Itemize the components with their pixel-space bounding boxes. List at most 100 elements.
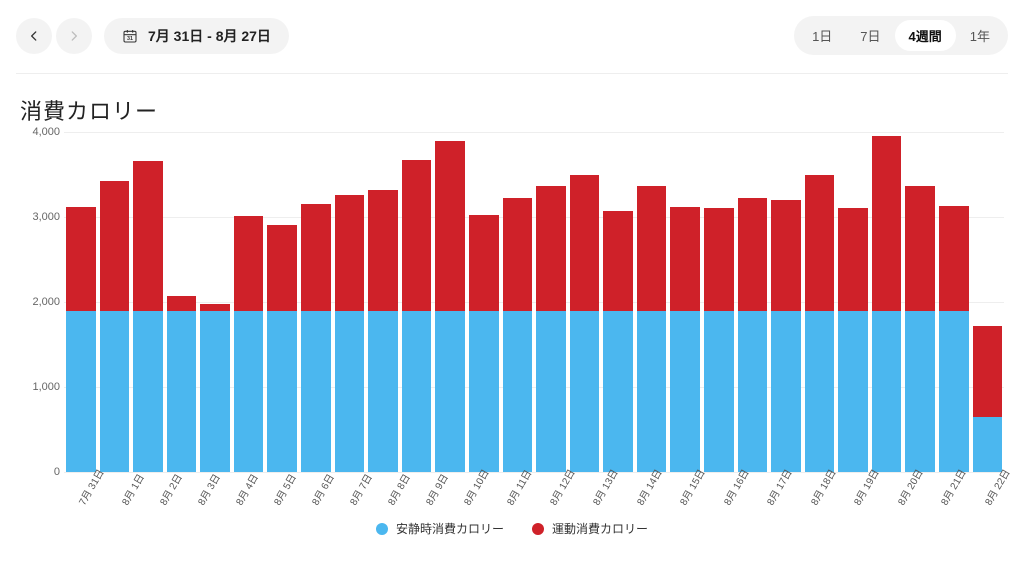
toolbar: 31 7月 31日 - 8月 27日 1日7日4週間1年 — [16, 16, 1008, 55]
bar[interactable] — [234, 132, 264, 472]
bar-segment-rest — [402, 311, 432, 473]
y-tick-label: 1,000 — [20, 381, 60, 393]
bar[interactable] — [368, 132, 398, 472]
bar-segment-active — [872, 136, 902, 310]
y-tick-label: 0 — [20, 466, 60, 478]
bar[interactable] — [872, 132, 902, 472]
x-tick-label: 8月 9日 — [421, 471, 447, 505]
bar[interactable] — [100, 132, 130, 472]
range-option[interactable]: 1日 — [798, 20, 846, 51]
bar[interactable] — [771, 132, 801, 472]
bar[interactable] — [838, 132, 868, 472]
bar-segment-active — [301, 204, 331, 310]
bar-segment-rest — [939, 311, 969, 473]
bar[interactable] — [301, 132, 331, 472]
bar[interactable] — [536, 132, 566, 472]
bar[interactable] — [905, 132, 935, 472]
legend-swatch — [376, 523, 388, 535]
bar-segment-rest — [570, 311, 600, 473]
bar-segment-rest — [838, 311, 868, 473]
bar-segment-active — [267, 225, 297, 311]
bar[interactable] — [939, 132, 969, 472]
bar-segment-active — [133, 161, 163, 311]
bar-segment-rest — [973, 417, 1003, 472]
y-tick-label: 4,000 — [20, 126, 60, 138]
bar-segment-rest — [771, 311, 801, 473]
bar[interactable] — [402, 132, 432, 472]
bar-segment-active — [805, 175, 835, 311]
bar[interactable] — [603, 132, 633, 472]
bar-segment-active — [435, 141, 465, 311]
bar[interactable] — [670, 132, 700, 472]
bar-segment-active — [838, 208, 868, 311]
chevron-right-icon — [67, 29, 81, 43]
next-button[interactable] — [56, 18, 92, 54]
svg-text:31: 31 — [127, 36, 133, 42]
bar-segment-rest — [301, 311, 331, 473]
legend-item[interactable]: 運動消費カロリー — [532, 520, 648, 537]
bar-segment-active — [905, 186, 935, 310]
legend-label: 安静時消費カロリー — [396, 520, 504, 537]
bar[interactable] — [469, 132, 499, 472]
x-tick-label: 8月 8日 — [383, 471, 409, 505]
x-axis-labels: 7月 31日8月 1日8月 2日8月 3日8月 4日8月 5日8月 6日8月 7… — [64, 472, 1004, 482]
bar-segment-rest — [267, 311, 297, 473]
bar-segment-active — [469, 215, 499, 310]
x-tick-label: 8月 6日 — [307, 471, 333, 505]
bar[interactable] — [704, 132, 734, 472]
range-selector: 1日7日4週間1年 — [794, 16, 1008, 55]
bar-segment-active — [402, 160, 432, 310]
legend-item[interactable]: 安静時消費カロリー — [376, 520, 504, 537]
bar-segment-rest — [805, 311, 835, 473]
bar-segment-active — [670, 207, 700, 311]
legend-swatch — [532, 523, 544, 535]
bar-segment-active — [738, 198, 768, 310]
range-option[interactable]: 1年 — [956, 20, 1004, 51]
legend-label: 運動消費カロリー — [552, 520, 648, 537]
bar[interactable] — [738, 132, 768, 472]
bar[interactable] — [570, 132, 600, 472]
x-tick-label: 8月 3日 — [193, 471, 219, 505]
bar[interactable] — [335, 132, 365, 472]
bar[interactable] — [805, 132, 835, 472]
legend: 安静時消費カロリー 運動消費カロリー — [16, 520, 1008, 537]
bar-segment-active — [536, 186, 566, 310]
bar-segment-rest — [469, 311, 499, 473]
bar-segment-active — [570, 175, 600, 311]
bar[interactable] — [973, 132, 1003, 472]
x-tick-label: 8月 2日 — [155, 471, 181, 505]
bar-segment-rest — [133, 311, 163, 473]
bar-segment-active — [771, 200, 801, 311]
bar[interactable] — [200, 132, 230, 472]
bar[interactable] — [637, 132, 667, 472]
bar-segment-active — [234, 216, 264, 310]
bar-segment-rest — [536, 311, 566, 473]
range-option[interactable]: 7日 — [846, 20, 894, 51]
bar-segment-rest — [603, 311, 633, 473]
calendar-icon: 31 — [122, 28, 138, 44]
bar[interactable] — [133, 132, 163, 472]
prev-button[interactable] — [16, 18, 52, 54]
bar-segment-rest — [738, 311, 768, 473]
date-range-button[interactable]: 31 7月 31日 - 8月 27日 — [104, 18, 289, 54]
bar-segment-active — [167, 296, 197, 310]
bar-segment-active — [973, 326, 1003, 417]
bar-segment-rest — [670, 311, 700, 473]
bar-segment-active — [603, 211, 633, 310]
bar[interactable] — [66, 132, 96, 472]
bar[interactable] — [435, 132, 465, 472]
range-option[interactable]: 4週間 — [895, 20, 956, 51]
bar[interactable] — [167, 132, 197, 472]
bar-segment-active — [335, 195, 365, 311]
bar[interactable] — [267, 132, 297, 472]
bar[interactable] — [503, 132, 533, 472]
chart-area: 01,0002,0003,0004,000 — [64, 132, 1004, 472]
y-tick-label: 2,000 — [20, 296, 60, 308]
bar-segment-rest — [503, 311, 533, 473]
bar-segment-rest — [234, 311, 264, 473]
bar-segment-active — [939, 206, 969, 311]
x-tick-label: 8月 5日 — [269, 471, 295, 505]
x-tick-label: 8月 4日 — [231, 471, 257, 505]
bar-segment-rest — [100, 311, 130, 473]
chevron-left-icon — [27, 29, 41, 43]
